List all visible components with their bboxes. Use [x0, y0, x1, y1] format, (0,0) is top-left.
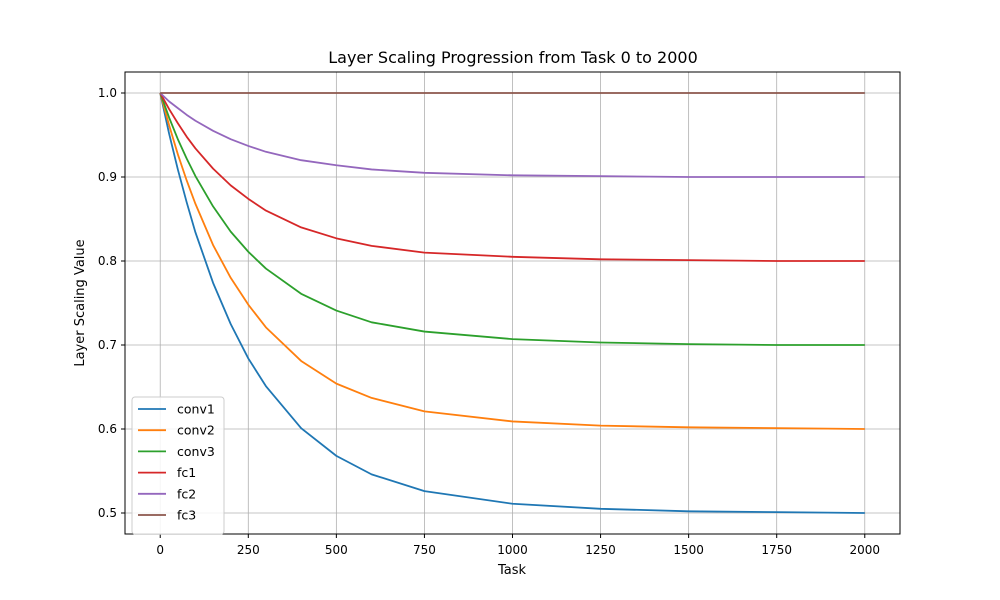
legend-label-fc1: fc1: [177, 465, 196, 480]
series-line-conv3: [159, 92, 865, 346]
x-tick-label: 0: [156, 543, 164, 557]
x-tick-label: 2000: [849, 543, 880, 557]
legend-label-conv1: conv1: [177, 402, 215, 417]
series-lines: [159, 92, 865, 514]
y-tick-label: 0.8: [98, 254, 117, 268]
series-line-fc2: [159, 92, 865, 178]
y-tick-label: 0.5: [98, 506, 117, 520]
y-tick-label: 1.0: [98, 86, 117, 100]
series-line-conv1: [159, 92, 865, 514]
x-tick-label: 1500: [673, 543, 704, 557]
y-tick-label: 0.9: [98, 170, 117, 184]
x-tick-label: 500: [325, 543, 348, 557]
x-axis-label: Task: [497, 563, 527, 578]
legend-label-conv2: conv2: [177, 423, 215, 438]
series-line-conv2: [159, 92, 865, 430]
legend: conv1 conv2 conv3 fc1 fc2 fc3: [131, 396, 225, 535]
legend-label-fc2: fc2: [177, 486, 196, 501]
series-line-fc1: [159, 92, 865, 262]
y-tick-label: 0.6: [98, 422, 117, 436]
x-tick-label: 1000: [497, 543, 528, 557]
x-tick-label: 1250: [585, 543, 616, 557]
y-axis-label: Layer Scaling Value: [73, 239, 88, 366]
chart-title: Layer Scaling Progression from Task 0 to…: [328, 48, 698, 67]
x-tick-label: 250: [237, 543, 260, 557]
x-tick-label: 1750: [761, 543, 792, 557]
axis-ticks: 0 250 500 750 1000 1250 1500 1750 2000 0.5 0.6 0.7 0…: [98, 86, 880, 557]
legend-label-conv3: conv3: [177, 444, 215, 459]
legend-box: [131, 396, 225, 535]
legend-label-fc3: fc3: [177, 508, 196, 523]
x-tick-label: 750: [413, 543, 436, 557]
y-tick-label: 0.7: [98, 338, 117, 352]
